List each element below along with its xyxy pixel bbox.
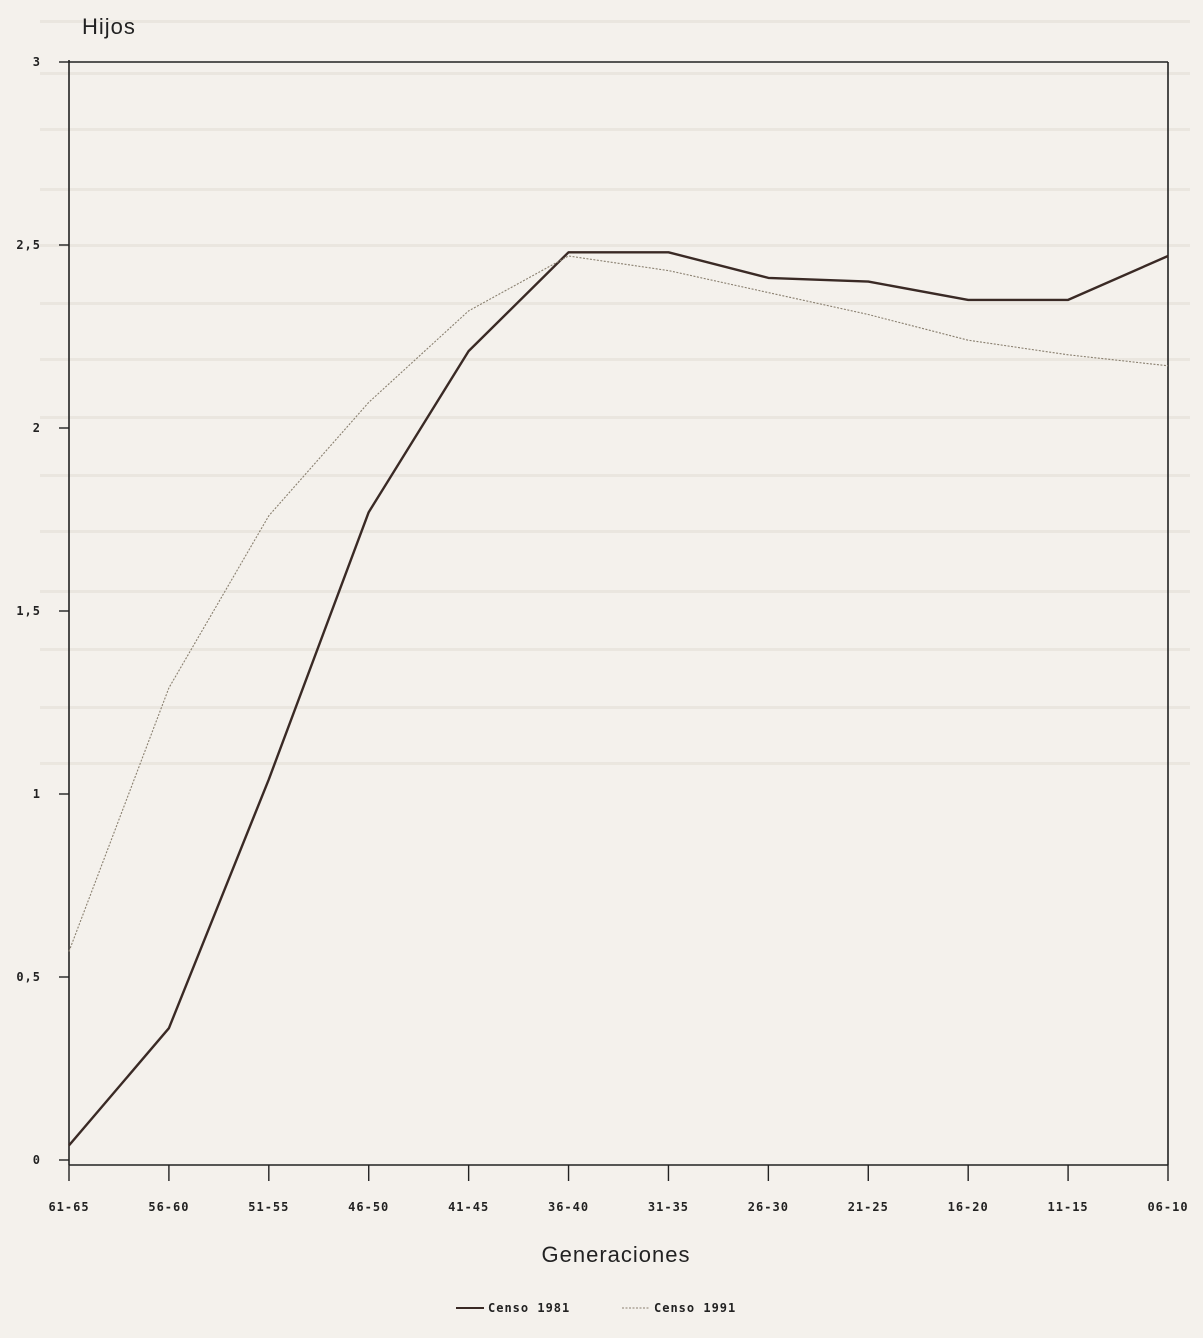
y-tick-label: 3 (33, 55, 41, 69)
x-tick-label: 26-30 (748, 1200, 789, 1214)
x-tick-label: 56-60 (148, 1200, 189, 1214)
legend-label: Censo 1991 (654, 1301, 736, 1315)
y-tick-label: 2 (33, 421, 41, 435)
x-tick-label: 21-25 (848, 1200, 889, 1214)
x-tick-label: 31-35 (648, 1200, 689, 1214)
y-axis-ticks: 0 0,5 1 1,5 2 2,5 3 (16, 55, 69, 1167)
y-tick-label: 2,5 (16, 238, 41, 252)
y-tick-label: 1 (33, 787, 41, 801)
x-tick-label: 16-20 (948, 1200, 989, 1214)
plot-frame (68, 60, 1169, 1166)
legend-label: Censo 1981 (488, 1301, 570, 1315)
x-tick-label: 61-65 (48, 1200, 89, 1214)
x-tick-label: 46-50 (348, 1200, 389, 1214)
series-line-censo-1991 (68, 255, 1169, 952)
legend: Censo 1981 Censo 1991 (456, 1301, 736, 1315)
x-tick-label: 41-45 (448, 1200, 489, 1214)
y-tick-label: 0 (33, 1153, 41, 1167)
y-axis-title: Hijos (82, 14, 136, 39)
series-line-censo-1981 (68, 251, 1169, 1147)
y-tick-label: 0,5 (16, 970, 41, 984)
x-axis-ticks: 61-65 56-60 51-55 46-50 41-45 36-40 31-35 26-30… (48, 1165, 1188, 1214)
x-tick-label: 36-40 (548, 1200, 589, 1214)
y-tick-label: 1,5 (16, 604, 41, 618)
x-axis-title: Generaciones (542, 1242, 691, 1267)
paper-bleed-texture (40, 20, 1190, 765)
x-tick-label: 51-55 (248, 1200, 289, 1214)
x-tick-label: 06-10 (1147, 1200, 1188, 1214)
x-tick-label: 11-15 (1048, 1200, 1089, 1214)
series-layer (68, 251, 1169, 1147)
